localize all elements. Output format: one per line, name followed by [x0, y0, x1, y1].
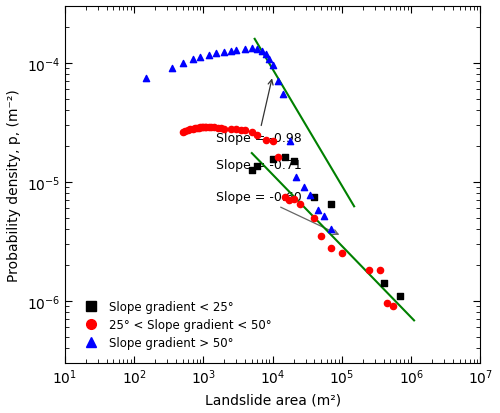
- Point: [227, 126, 235, 133]
- Point: [205, 124, 213, 131]
- Point: [262, 137, 270, 144]
- Point: [258, 49, 266, 55]
- Point: [217, 126, 225, 132]
- Point: [268, 157, 276, 163]
- Point: [254, 133, 262, 140]
- Point: [168, 66, 176, 72]
- Point: [214, 125, 222, 132]
- Point: [227, 49, 235, 55]
- Point: [327, 201, 335, 208]
- Point: [327, 244, 335, 251]
- Point: [366, 268, 374, 274]
- Point: [254, 47, 262, 53]
- Point: [210, 124, 218, 131]
- Point: [248, 46, 256, 52]
- Point: [281, 155, 289, 161]
- Point: [376, 268, 384, 274]
- Point: [310, 194, 318, 200]
- Point: [198, 124, 206, 131]
- Point: [241, 128, 249, 134]
- Point: [290, 158, 298, 165]
- Point: [200, 124, 207, 131]
- Point: [192, 125, 200, 132]
- Point: [268, 138, 276, 145]
- Point: [142, 75, 150, 82]
- Point: [205, 52, 213, 59]
- Point: [232, 48, 240, 55]
- Point: [184, 128, 192, 134]
- Text: Slope = -0.71: Slope = -0.71: [216, 159, 302, 172]
- Point: [281, 194, 289, 200]
- Point: [290, 196, 298, 202]
- X-axis label: Landslide area (m²): Landslide area (m²): [204, 392, 340, 406]
- Point: [232, 127, 240, 133]
- Point: [188, 126, 196, 133]
- Point: [284, 197, 292, 204]
- Point: [201, 124, 209, 131]
- Point: [241, 47, 249, 53]
- Point: [190, 125, 198, 132]
- Point: [182, 129, 190, 135]
- Point: [186, 127, 194, 133]
- Point: [194, 125, 202, 132]
- Point: [248, 130, 256, 136]
- Point: [306, 192, 314, 198]
- Text: Slope = -0.60: Slope = -0.60: [216, 191, 338, 235]
- Point: [220, 50, 228, 57]
- Point: [320, 213, 328, 219]
- Legend: Slope gradient < 25°, 25° < Slope gradient < 50°, Slope gradient > 50°: Slope gradient < 25°, 25° < Slope gradie…: [75, 296, 276, 354]
- Point: [396, 293, 404, 299]
- Point: [212, 51, 220, 57]
- Point: [310, 215, 318, 221]
- Point: [248, 168, 256, 174]
- Point: [279, 91, 287, 98]
- Point: [383, 300, 391, 307]
- Point: [292, 174, 300, 181]
- Y-axis label: Probability density, p, (m⁻²): Probability density, p, (m⁻²): [7, 89, 21, 281]
- Point: [274, 155, 282, 161]
- Point: [254, 164, 262, 170]
- Point: [262, 52, 270, 58]
- Point: [208, 124, 216, 131]
- Point: [178, 60, 186, 67]
- Point: [327, 226, 335, 233]
- Point: [268, 63, 276, 69]
- Point: [188, 56, 196, 63]
- Point: [286, 138, 294, 145]
- Point: [296, 201, 304, 208]
- Point: [237, 128, 245, 134]
- Point: [202, 124, 210, 131]
- Point: [196, 124, 204, 131]
- Text: Slope = -0.98: Slope = -0.98: [216, 81, 302, 145]
- Point: [317, 233, 325, 240]
- Point: [380, 280, 388, 287]
- Point: [314, 207, 322, 214]
- Point: [220, 126, 228, 133]
- Point: [300, 185, 308, 191]
- Point: [178, 130, 186, 136]
- Point: [266, 56, 274, 63]
- Point: [274, 78, 282, 85]
- Point: [389, 303, 397, 310]
- Point: [338, 251, 346, 257]
- Point: [196, 55, 204, 61]
